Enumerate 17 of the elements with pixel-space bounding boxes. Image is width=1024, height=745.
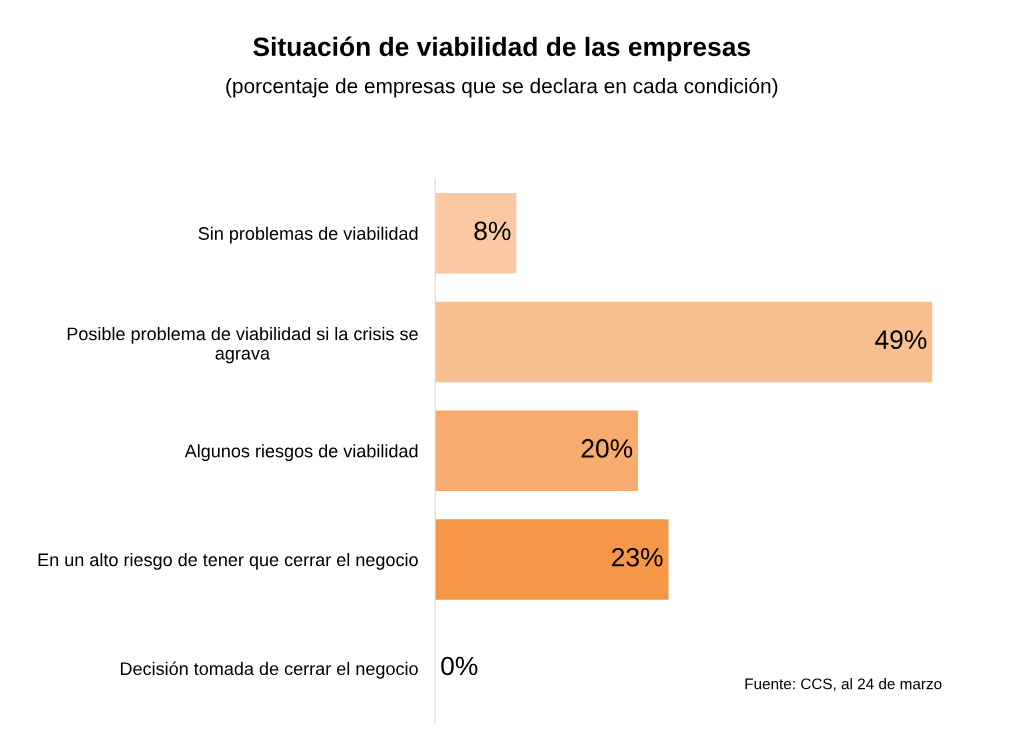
chart-subtitle: (porcentaje de empresas que se declara en cada condición)	[226, 77, 778, 98]
data-label: 8%	[474, 221, 511, 241]
data-label: 23%	[612, 547, 663, 567]
y-tick-label: Algunos riesgos de viabilidad	[184, 444, 418, 462]
y-tick-label: Sin problemas de viabilidad	[198, 226, 418, 244]
y-tick-label: Decisión tomada de cerrar el negocio	[120, 661, 418, 679]
data-label: 0%	[441, 656, 478, 676]
bar	[435, 519, 669, 600]
chart-title: Situación de viabilidad de las empresas	[253, 36, 751, 62]
annotation: Fuente: CCS, al 24 de marzo	[745, 678, 942, 692]
bar	[435, 192, 517, 274]
bar	[435, 301, 933, 383]
data-label: 20%	[581, 439, 633, 458]
y-tick-label: En un alto riesgo de tener que cerrar el negocio	[38, 552, 418, 570]
data-label: 49%	[875, 330, 927, 350]
bar	[435, 410, 639, 491]
y-tick-label: Posible problema de viabilidad si la crisis se agrava	[67, 327, 418, 364]
